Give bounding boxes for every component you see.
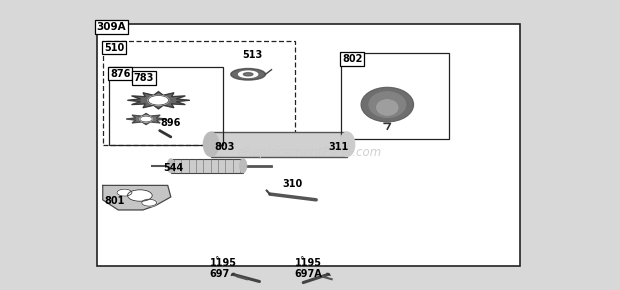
Text: 1195: 1195 [210,258,237,268]
Text: 510: 510 [104,43,124,52]
Text: 311: 311 [329,142,349,152]
Ellipse shape [231,68,265,80]
Bar [103,41,294,145]
Text: 896: 896 [161,118,180,128]
Text: 697A: 697A [294,269,322,279]
Bar [109,67,223,145]
Ellipse shape [239,159,247,173]
Ellipse shape [244,73,253,76]
Text: 513: 513 [242,50,262,60]
Ellipse shape [239,71,258,77]
Text: °: ° [298,256,304,265]
Polygon shape [103,185,171,210]
Bar [341,53,449,139]
Circle shape [148,95,169,105]
Circle shape [128,190,153,201]
Text: 802: 802 [342,54,363,64]
Text: eReplacementParts.com: eReplacementParts.com [238,146,382,159]
Circle shape [140,116,152,122]
Ellipse shape [203,132,219,157]
Bar [171,159,243,173]
Text: 544: 544 [163,163,183,173]
Text: 783: 783 [134,73,154,83]
Text: 697: 697 [210,269,230,279]
Text: 876: 876 [110,68,131,79]
Ellipse shape [361,87,414,122]
Circle shape [117,189,132,196]
Circle shape [142,199,157,206]
Text: 801: 801 [105,196,125,206]
Text: 310: 310 [282,179,303,189]
Polygon shape [126,113,166,125]
Text: 309A: 309A [97,22,126,32]
Polygon shape [128,92,189,109]
Text: °: ° [213,256,219,265]
Text: 803: 803 [214,142,234,152]
Bar [211,132,347,157]
Text: 1195: 1195 [294,258,322,268]
Ellipse shape [369,92,406,117]
Bar [97,24,520,266]
Ellipse shape [376,99,398,115]
Ellipse shape [167,159,174,173]
Ellipse shape [339,132,355,157]
